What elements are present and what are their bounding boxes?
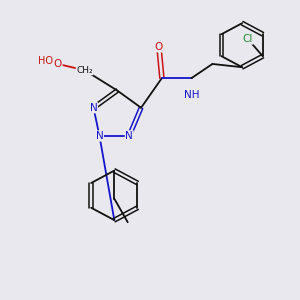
Text: N: N — [125, 131, 133, 141]
Text: O: O — [54, 59, 62, 69]
Text: NH: NH — [184, 90, 200, 100]
Text: HO: HO — [38, 56, 53, 66]
Text: O: O — [155, 42, 163, 52]
Text: CH₂: CH₂ — [76, 66, 93, 75]
Text: Cl: Cl — [243, 34, 253, 44]
Text: N: N — [96, 131, 103, 141]
Text: N: N — [90, 103, 98, 113]
